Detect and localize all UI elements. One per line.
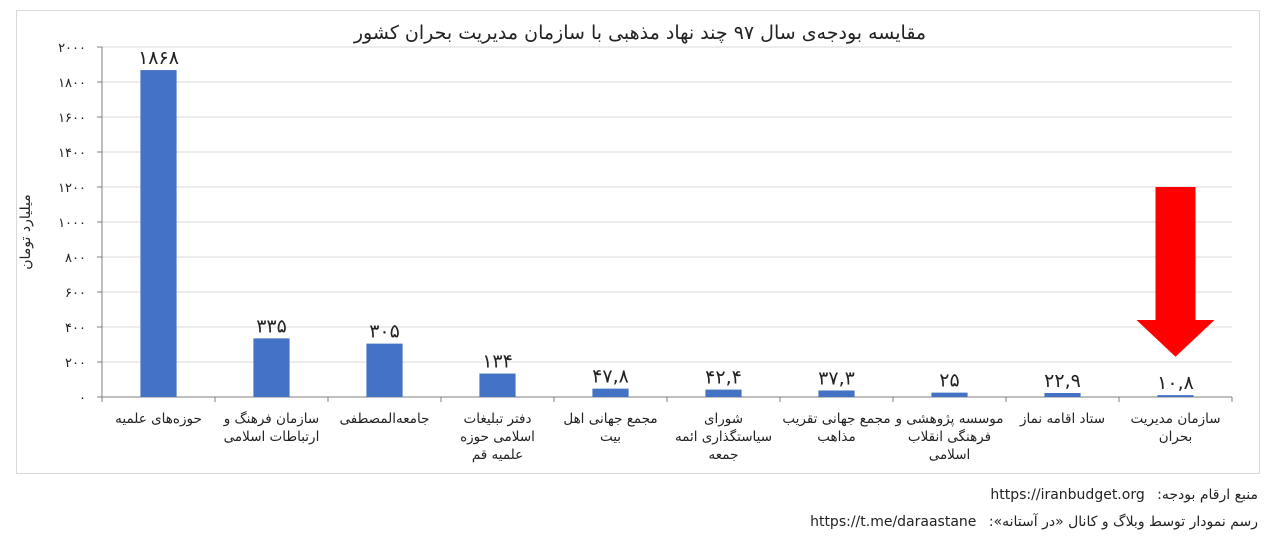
bar (931, 392, 968, 397)
bar (592, 388, 629, 397)
value-label: ۴۲,۴ (705, 367, 742, 389)
value-label: ۲۵ (939, 370, 959, 392)
source-url-link[interactable]: https://iranbudget.org (990, 487, 1145, 503)
y-tick-label: ۶۰۰ (65, 286, 86, 301)
value-label: ۱۳۴ (482, 351, 513, 373)
category-label: موسسه پژوهشی و (894, 411, 1003, 427)
value-label: ۲۲,۹ (1044, 370, 1081, 392)
bar (1044, 392, 1081, 397)
value-label: ۴۷,۸ (592, 366, 629, 388)
category-label: بحران (1159, 429, 1193, 445)
y-tick-label: ۱۴۰۰ (58, 146, 86, 161)
credit-line: رسم نمودار توسط وبلاگ و کانال «در آستانه… (810, 514, 1258, 530)
category-label: سیاستگذاری ائمه (675, 428, 772, 445)
category-label: ارتباطات اسلامی (224, 429, 320, 445)
category-label: فرهنگی انقلاب (908, 428, 991, 445)
chart-title: مقایسه بودجه‌ی سال ۹۷ چند نهاد مذهبی با … (353, 22, 927, 44)
category-label: دفتر تبلیغات (464, 411, 532, 427)
credit-url-link[interactable]: https://t.me/daraastane (810, 514, 977, 530)
source-line: منبع ارقام بودجه: https://iranbudget.org (990, 487, 1258, 503)
category-label: جمعه (709, 447, 739, 463)
y-tick-label: ۱۸۰۰ (58, 76, 86, 91)
bar (818, 390, 855, 397)
y-tick-label: ۲۰۰ (65, 356, 86, 371)
y-tick-label: ۱۶۰۰ (58, 111, 86, 126)
source-label: منبع ارقام بودجه: (1157, 487, 1258, 503)
bar (705, 389, 742, 397)
category-label: مجمع جهانی اهل (563, 411, 657, 427)
y-tick-label: ۴۰۰ (65, 321, 86, 336)
category-label: مذاهب (817, 429, 855, 445)
category-label: سازمان فرهنگ و (223, 411, 319, 427)
value-label: ۳۳۵ (256, 315, 287, 337)
category-label: بیت (600, 429, 621, 445)
category-label: اسلامی (929, 447, 971, 463)
bar (366, 343, 403, 397)
red-arrow-annotation (1136, 187, 1215, 357)
bar (253, 338, 290, 397)
y-tick-label: ۱۲۰۰ (58, 181, 86, 196)
category-label: مجمع جهانی تقریب (782, 411, 890, 427)
category-label: ستاد اقامه نماز (1019, 411, 1105, 427)
y-tick-label: ۰ (79, 391, 86, 406)
category-label: شورای (704, 411, 743, 427)
value-label: ۱۰,۸ (1157, 372, 1194, 394)
y-tick-label: ۸۰۰ (65, 251, 86, 266)
category-label: علمیه قم (472, 447, 523, 463)
value-label: ۱۸۶۸ (138, 47, 179, 69)
y-tick-label: ۱۰۰۰ (58, 216, 86, 231)
category-label: اسلامی حوزه (460, 429, 535, 445)
category-label: سازمان مدیریت (1130, 411, 1220, 427)
value-label: ۳۰۵ (369, 321, 400, 343)
value-label: ۳۷,۳ (818, 367, 855, 389)
bar (1157, 395, 1194, 397)
bar (479, 373, 516, 397)
category-label: حوزه‌های علمیه (115, 411, 202, 427)
credit-label: رسم نمودار توسط وبلاگ و کانال «در آستانه… (988, 514, 1258, 530)
category-label: جامعه‌المصطفی (340, 411, 430, 427)
bar (140, 70, 177, 397)
y-tick-label: ۲۰۰۰ (58, 41, 86, 56)
